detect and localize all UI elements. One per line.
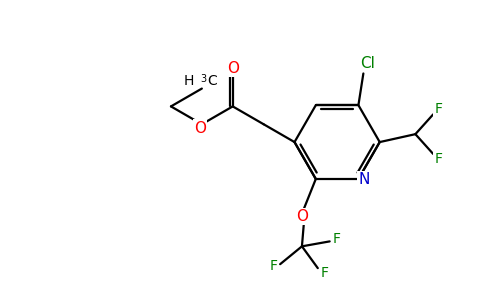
Text: O: O: [194, 121, 206, 136]
Text: F: F: [321, 266, 329, 280]
Text: O: O: [227, 61, 239, 76]
Text: O: O: [296, 209, 308, 224]
Text: 3: 3: [200, 74, 206, 84]
Text: F: F: [434, 102, 442, 116]
Text: H: H: [183, 74, 194, 88]
Text: Cl: Cl: [360, 56, 375, 71]
Text: N: N: [359, 172, 370, 188]
Text: F: F: [269, 259, 277, 273]
Text: C: C: [207, 74, 216, 88]
Text: F: F: [434, 152, 442, 166]
Text: F: F: [333, 232, 341, 246]
